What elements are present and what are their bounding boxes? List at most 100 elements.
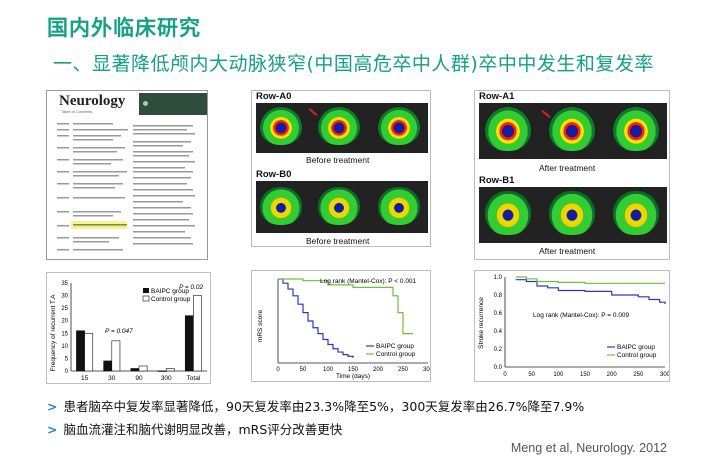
recurrence-annotation: Log rank (Mantel-Cox): P = 0.009: [533, 312, 630, 319]
bar-baipc: [76, 330, 85, 372]
row-b0-label: Row-B0: [256, 169, 292, 180]
journal-text-lines: [57, 123, 195, 251]
citation: Meng et al, Neurology. 2012: [510, 441, 667, 455]
line-series-baipc: [515, 279, 666, 304]
brain-scan-a0-1: [260, 107, 302, 145]
bar-ytick-label: 35: [61, 281, 68, 287]
mrs-xtick-label: 50: [300, 367, 307, 373]
rec-xtick-label: 300: [660, 372, 670, 378]
row-a1-label: Row-A1: [479, 91, 515, 102]
bar-baipc: [157, 370, 167, 372]
recurrence-chart: Stroke recurrence 0.0 0.2 0.4 0.6 0.8 1.0 0 50…: [478, 275, 670, 378]
mrs-chart-panel: mRS score 0 50 100 150 200 250 300 Time (days)…: [251, 270, 431, 382]
bar-chart: Frequency of recurrent T.A 0 5 10 15 20 25 30 3…: [50, 281, 207, 382]
bar-control: [193, 295, 202, 372]
p-value-label-1: P = 0.047: [105, 328, 133, 335]
brain-scan-a1-3: [613, 107, 659, 151]
legend-label-baipc: BAIPC group: [151, 288, 189, 295]
page-title: 国内外临床研究: [47, 16, 201, 40]
caption-before-b: Before treatment: [306, 236, 370, 246]
mrs-chart-xlabel: Time (days): [336, 373, 370, 380]
bullet-text-2: 脑血流灌注和脑代谢明显改善，mRS评分改善更快: [63, 422, 343, 437]
recurrence-chart-ylabel: Stroke recurrence: [478, 297, 485, 349]
line-series-baipc: [278, 278, 354, 358]
mrs-xtick-label: 250: [398, 367, 409, 373]
legend-swatch-control: [142, 295, 150, 302]
rec-xtick-label: 250: [633, 372, 644, 378]
journal-banner: [139, 93, 207, 115]
scans-before-panel: Row-A0 Before treatment Row-B0 Before tr…: [251, 90, 431, 247]
journal-banner-dot: [143, 101, 148, 106]
journal-subtitle: Table of Contents: [61, 109, 93, 114]
bar-xtick-label: 30: [108, 375, 116, 382]
p-value-label-2: P = 0.02: [179, 284, 204, 291]
brain-scan-b1-1: [485, 191, 531, 235]
brain-scan-a0-3: [378, 107, 420, 145]
rec-ytick-label: 0.0: [494, 365, 503, 371]
legend-swatch-baipc: [143, 288, 149, 293]
bar-control: [165, 368, 175, 372]
brain-scan-b1-2: [549, 191, 595, 235]
rec-legend-control: Control group: [617, 352, 657, 359]
rec-ytick-label: 0.6: [494, 311, 503, 317]
mrs-chart: mRS score 0 50 100 150 200 250 300 Time (days)…: [257, 278, 430, 380]
brain-scan-b0-3: [378, 187, 420, 225]
mrs-xtick-label: 200: [373, 367, 384, 373]
mrs-xtick-label: 0: [276, 367, 280, 373]
bar-ytick-label: 20: [61, 319, 68, 325]
bar-baipc: [130, 368, 140, 372]
line-series-control: [278, 278, 413, 335]
legend-label-control: Control group: [151, 296, 191, 303]
rec-xtick-label: 200: [607, 372, 618, 378]
brain-scan-b0-1: [260, 187, 302, 225]
journal-logo: Neurology: [59, 93, 126, 109]
row-b1-label: Row-B1: [479, 175, 515, 186]
bar-chart-ylabel: Frequency of recurrent T.A: [50, 294, 57, 371]
caption-before-a: Before treatment: [306, 155, 370, 165]
bar-control: [138, 365, 148, 372]
mrs-annotation: Log rank (Mantel-Cox): P < 0.001: [320, 278, 417, 285]
page-subtitle: 一、显著降低颅内大动脉狭窄(中国高危卒中人群)卒中中发生和复发率: [53, 53, 654, 75]
mrs-xtick-label: 150: [348, 367, 359, 373]
rec-xtick-label: 0: [503, 372, 507, 378]
bullet-item-1: > 患者脑卒中复发率显著降低，90天复发率由23.3%降至5%，300天复发率由2…: [47, 396, 584, 415]
brain-scan-b0-2: [318, 187, 360, 225]
bullet-arrow-icon: >: [47, 422, 58, 437]
rec-legend-baipc: BAIPC group: [617, 344, 655, 351]
brain-scan-b1-3: [613, 191, 659, 235]
rec-xtick-label: 100: [553, 372, 564, 378]
rec-xtick-label: 50: [528, 372, 535, 378]
bar-ytick-label: 25: [61, 306, 68, 312]
bar-xtick-label: Total: [187, 375, 201, 382]
scans-after-panel: Row-A1 After treatment Row-B1 After trea…: [474, 90, 670, 260]
mrs-xtick-label: 100: [323, 367, 334, 373]
bar-ytick-label: 0: [65, 369, 69, 375]
brain-scan-a0-2: [318, 107, 360, 145]
rec-ytick-label: 1.0: [494, 275, 503, 281]
mrs-chart-ylabel: mRS score: [257, 310, 264, 343]
line-series-control: [515, 276, 665, 284]
bar-ytick-label: 10: [61, 344, 68, 350]
mrs-legend-baipc: BAIPC group: [376, 343, 414, 350]
bullet-text-1: 患者脑卒中复发率显著降低，90天复发率由23.3%降至5%，300天复发率由26…: [63, 399, 585, 414]
bar-xtick-label: 300: [161, 375, 172, 382]
bar-xtick-label: 90: [135, 375, 143, 382]
rec-xtick-label: 150: [580, 372, 591, 378]
bar-ytick-label: 15: [61, 331, 68, 337]
bar-ytick-label: 5: [65, 356, 69, 362]
bar-xtick-label: 15: [81, 375, 89, 382]
bar-chart-panel: Frequency of recurrent T.A 0 5 10 15 20 25 30 3…: [46, 272, 211, 384]
rec-ytick-label: 0.4: [494, 329, 503, 335]
brain-scan-a1-1: [485, 107, 531, 151]
caption-after-a: After treatment: [539, 163, 596, 173]
journal-cover-image: Neurology Table of Contents: [46, 90, 208, 260]
bar-control: [84, 332, 94, 372]
rec-ytick-label: 0.8: [494, 293, 503, 299]
bullet-item-2: > 脑血流灌注和脑代谢明显改善，mRS评分改善更快: [47, 419, 342, 438]
rec-ytick-label: 0.2: [494, 347, 503, 353]
brain-scan-a1-2: [549, 107, 595, 151]
bar-control: [111, 340, 121, 372]
caption-after-b: After treatment: [539, 246, 596, 256]
bullet-arrow-icon: >: [47, 399, 58, 414]
recurrence-chart-panel: Stroke recurrence 0.0 0.2 0.4 0.6 0.8 1.0 0 50…: [474, 270, 670, 382]
